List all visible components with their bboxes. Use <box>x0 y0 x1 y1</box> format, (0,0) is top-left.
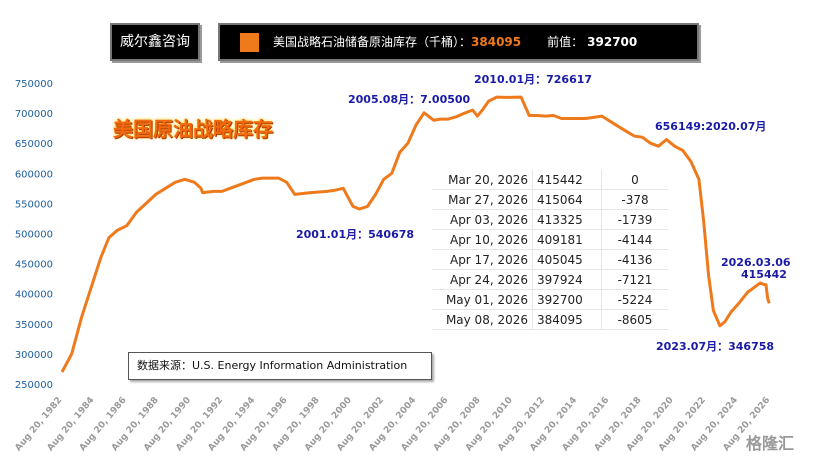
table-cell-change: -378 <box>601 189 668 210</box>
annotation-2010-peak: 2010.01月：726617 <box>474 73 593 86</box>
table-cell-change: -4136 <box>601 249 668 270</box>
y-tick-label: 250000 <box>15 380 53 391</box>
y-tick-label: 550000 <box>15 199 53 210</box>
table-cell-change: -4144 <box>601 229 668 250</box>
y-tick-label: 450000 <box>15 260 53 271</box>
table-row: Apr 03, 2026 413325 -1739 <box>432 209 668 230</box>
table-cell-value: 405045 <box>532 249 602 270</box>
y-tick-label: 500000 <box>15 230 53 241</box>
table-row: Apr 24, 2026 397924 -7121 <box>432 269 668 290</box>
table-cell-date: Mar 27, 2026 <box>432 189 533 210</box>
annotation-2005: 2005.08月：7.00500 <box>348 93 471 106</box>
table-row: May 01, 2026 392700 -5224 <box>432 289 668 310</box>
brand-text: 威尔鑫咨询 <box>120 34 190 50</box>
table-cell-date: Apr 17, 2026 <box>432 249 533 270</box>
table-cell-date: Mar 20, 2026 <box>432 170 533 190</box>
table-cell-value: 384095 <box>532 309 602 330</box>
table-cell-change: -7121 <box>601 269 668 290</box>
annotation-2026-date: 2026.03.06 <box>721 256 791 269</box>
table-row: Apr 17, 2026 405045 -4136 <box>432 249 668 270</box>
table-cell-change: -5224 <box>601 289 668 310</box>
source-note: 数据来源：U.S. Energy Information Administrat… <box>128 352 432 380</box>
table-cell-value: 392700 <box>532 289 602 310</box>
table-cell-value: 415064 <box>532 189 602 210</box>
y-tick-label: 400000 <box>15 290 53 301</box>
y-tick-label: 350000 <box>15 320 53 331</box>
table-cell-date: Apr 24, 2026 <box>432 269 533 290</box>
chart-title: 美国原油战略库存 <box>113 117 273 141</box>
annotation-2020: 656149:2020.07月 <box>655 120 767 133</box>
y-tick-label: 750000 <box>15 79 53 90</box>
annotation-2001: 2001.01月：540678 <box>296 228 415 241</box>
table-row: Mar 20, 2026 415442 0 <box>432 170 668 190</box>
table-cell-date: May 08, 2026 <box>432 309 533 330</box>
legend-prev-label: 前值： <box>547 35 584 49</box>
table-row: Apr 10, 2026 409181 -4144 <box>432 229 668 250</box>
legend-box: 美国战略石油储备原油库存（千桶）：384095 前值： 392700 <box>218 23 699 61</box>
table-body: Mar 20, 2026 415442 0 Mar 27, 2026 415064 -37… <box>432 170 668 330</box>
table-cell-value: 413325 <box>532 209 602 230</box>
legend-latest-value: 384095 <box>471 35 522 49</box>
table-cell-date: Apr 10, 2026 <box>432 229 533 250</box>
legend-swatch <box>240 33 259 52</box>
table-cell-change: 0 <box>601 170 668 190</box>
table-cell-date: May 01, 2026 <box>432 289 533 310</box>
legend-series-label: 美国战略石油储备原油库存（千桶）： <box>273 35 472 49</box>
legend-prev-value: 392700 <box>587 35 638 49</box>
table-row: Mar 27, 2026 415064 -378 <box>432 189 668 210</box>
table-row: May 08, 2026 384095 -8605 <box>432 309 668 330</box>
y-tick-label: 650000 <box>15 139 53 150</box>
annotation-2023-low: 2023.07月：346758 <box>656 340 775 353</box>
table-cell-date: Apr 03, 2026 <box>432 209 533 230</box>
table-cell-change: -8605 <box>601 309 668 330</box>
y-tick-label: 300000 <box>15 350 53 361</box>
y-tick-label: 600000 <box>15 169 53 180</box>
watermark-text: 格隆汇 <box>746 434 795 453</box>
table-cell-value: 415442 <box>532 170 602 190</box>
series-line <box>60 95 771 373</box>
annotation-2026-value: 415442 <box>741 268 787 281</box>
table-cell-value: 409181 <box>532 229 602 250</box>
y-tick-label: 700000 <box>15 109 53 120</box>
recent-values-table: Mar 20, 2026 415442 0 Mar 27, 2026 415064 -37… <box>432 170 668 330</box>
table-cell-value: 397924 <box>532 269 602 290</box>
table: Mar 20, 2026 415442 0 Mar 27, 2026 415064 -37… <box>432 170 668 330</box>
brand-label: 威尔鑫咨询 <box>110 23 200 61</box>
table-cell-change: -1739 <box>601 209 668 230</box>
